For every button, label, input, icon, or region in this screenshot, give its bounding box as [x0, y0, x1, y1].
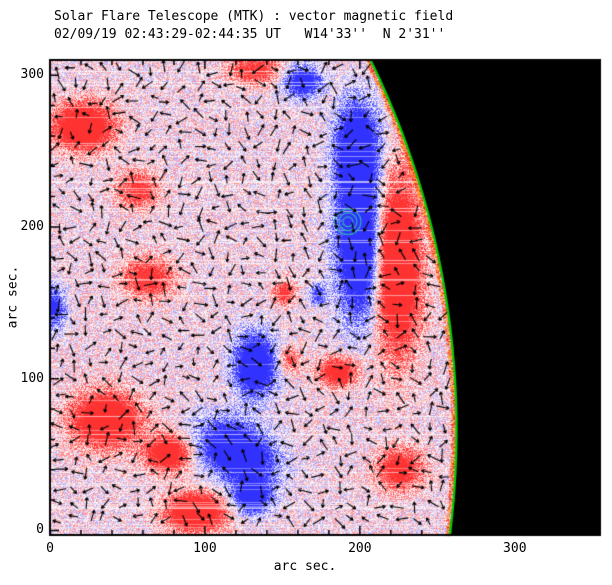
y-tick-label: 100 [20, 370, 44, 386]
x-tick-label: 100 [193, 541, 217, 556]
x-axis-title: arc sec. [273, 559, 337, 574]
x-tick-label: 300 [503, 541, 527, 556]
y-tick-label: 200 [20, 218, 44, 234]
y-tick-label: 300 [20, 67, 44, 83]
y-tick-label: 0 [36, 522, 44, 538]
x-tick-label: 200 [348, 541, 372, 556]
y-axis-title: arc sec. [5, 265, 21, 329]
x-tick-label: 0 [46, 541, 54, 556]
chart-title: Solar Flare Telescope (MTK) : vector mag… [54, 9, 454, 24]
chart-subtitle: 02/09/19 02:43:29-02:44:35 UT W14'33'' N… [54, 27, 446, 42]
